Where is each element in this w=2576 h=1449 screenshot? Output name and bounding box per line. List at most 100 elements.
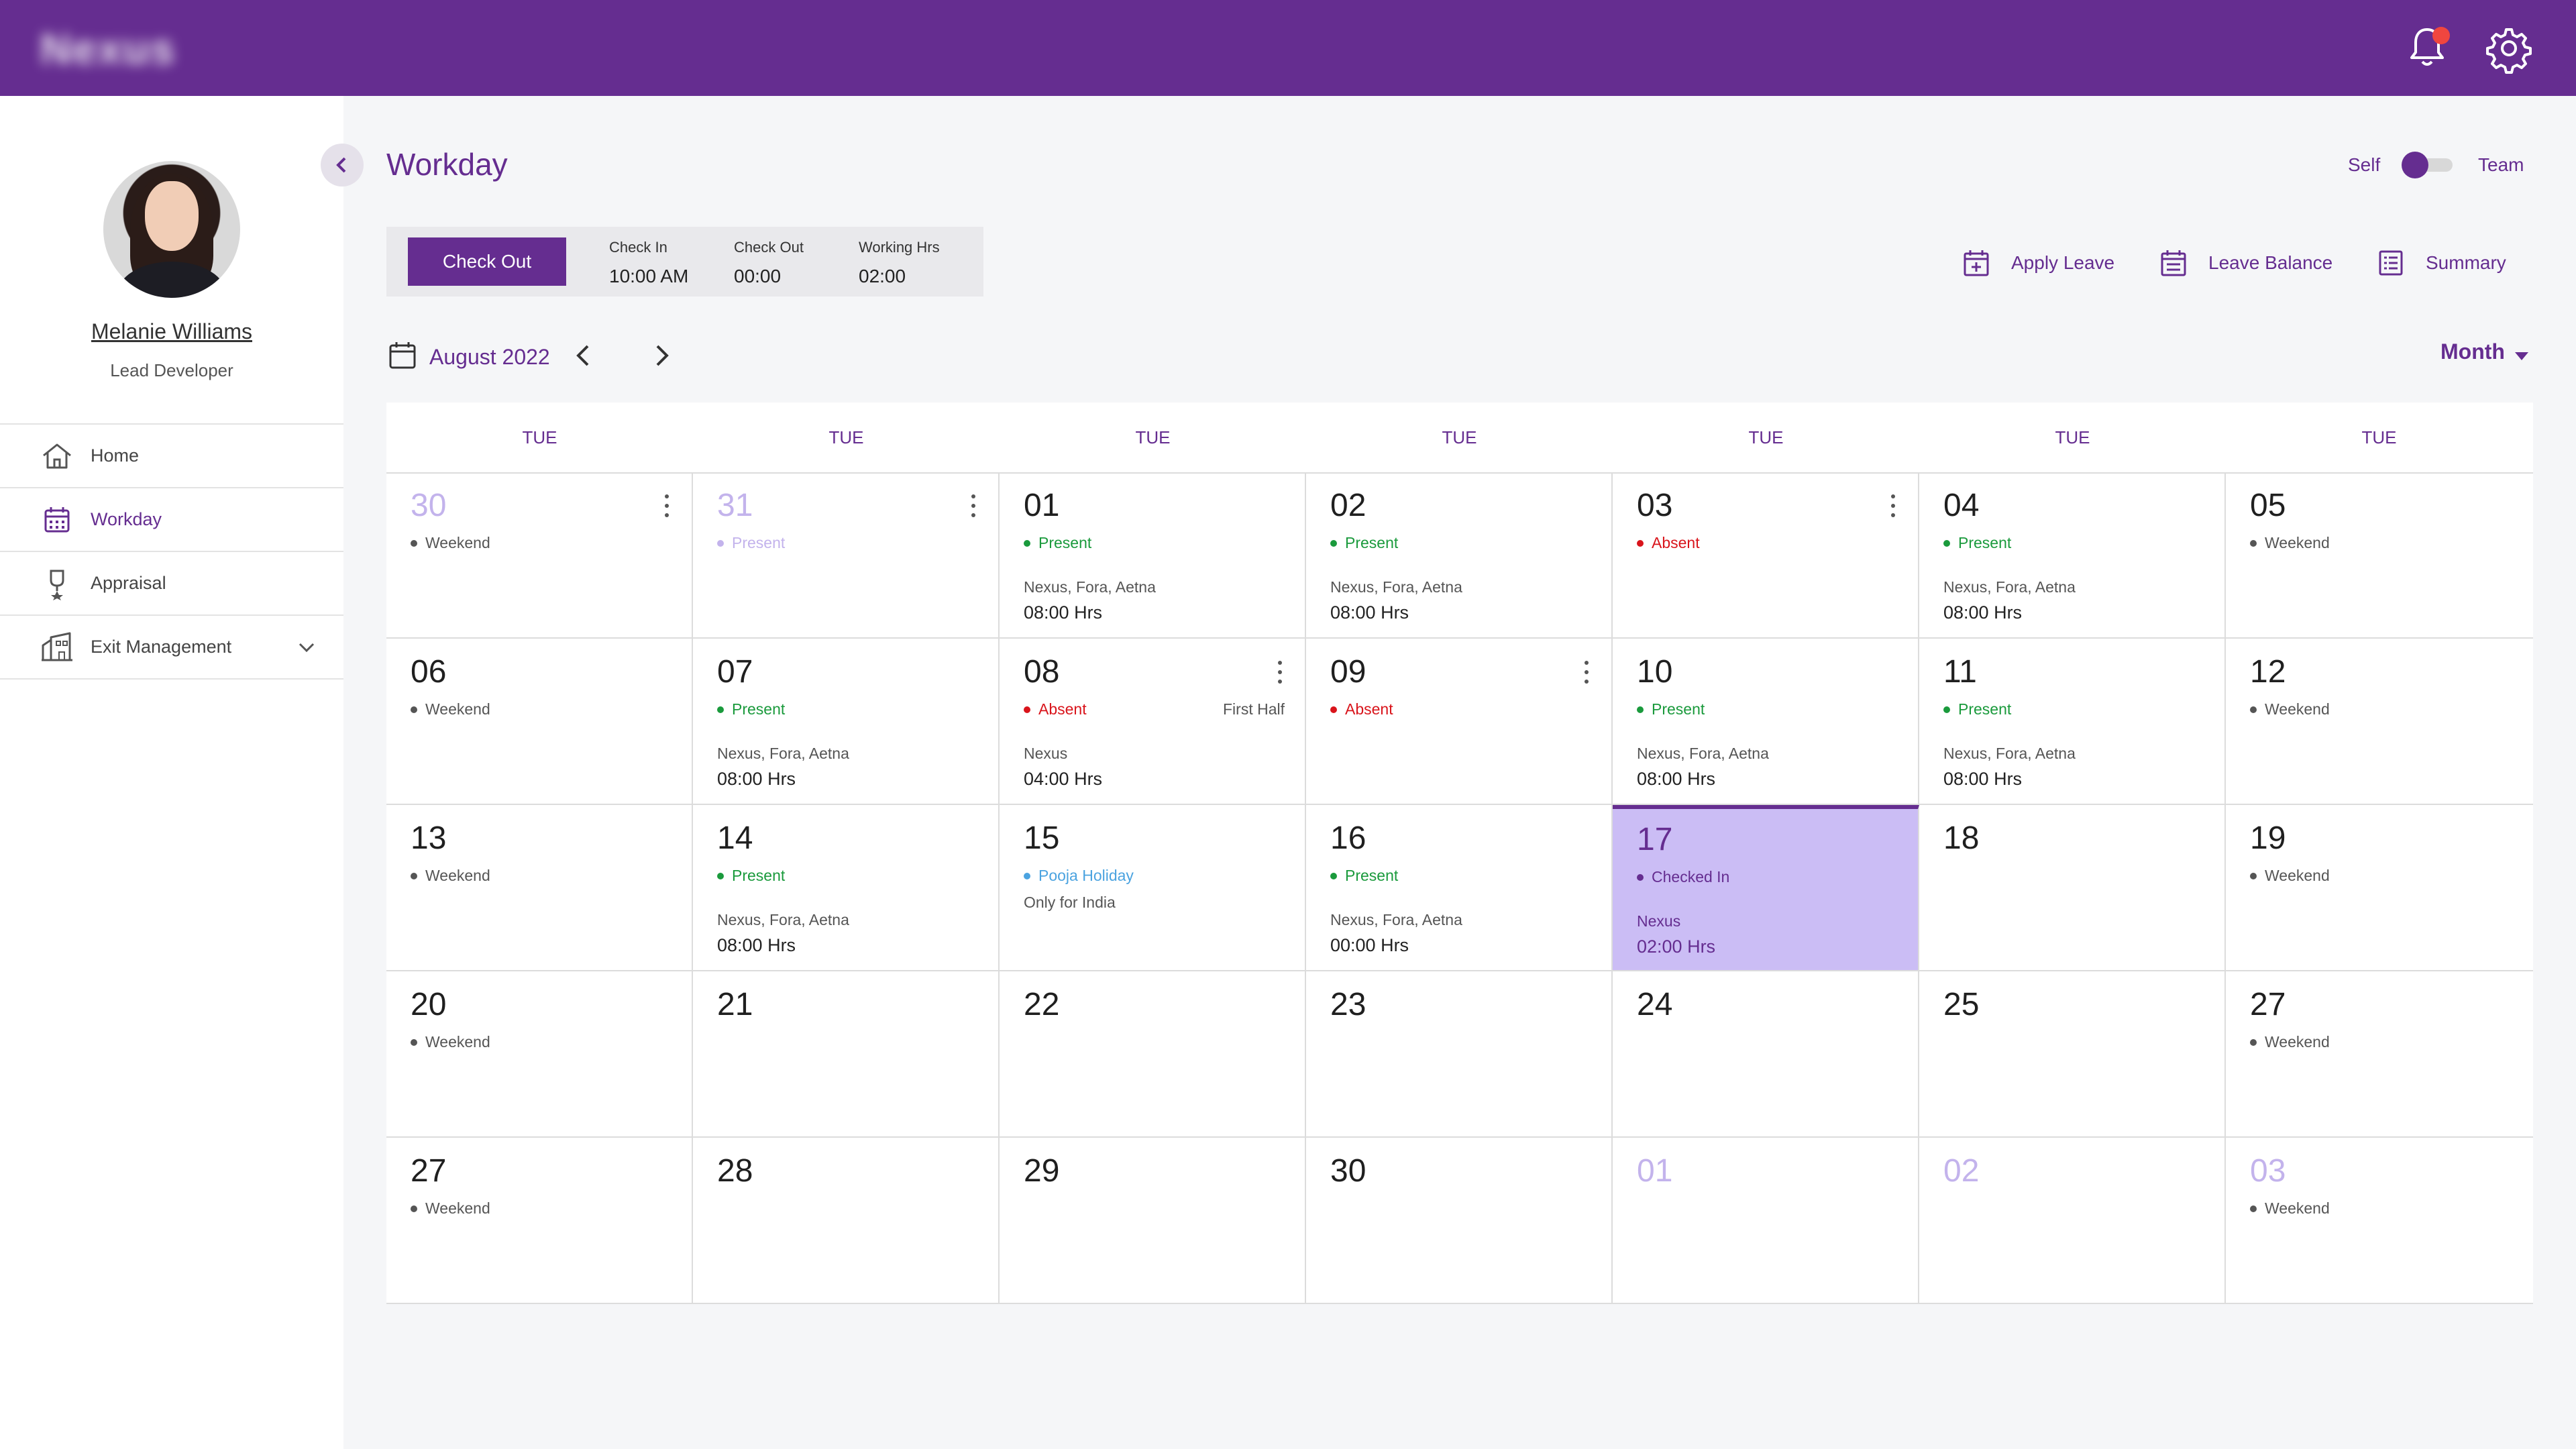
status-text: Weekend — [2265, 534, 2330, 551]
status-dot-icon — [1637, 539, 1644, 547]
toggle-team-label[interactable]: Team — [2478, 154, 2524, 175]
calendar-day-cell[interactable]: 29 — [1000, 1138, 1306, 1304]
more-options-icon[interactable] — [1582, 657, 1591, 687]
sidebar-item-workday[interactable]: Workday — [0, 487, 343, 551]
calendar-day-cell[interactable]: 13 Weekend — [386, 805, 693, 971]
calendar-day-cell[interactable]: 23 — [1306, 971, 1613, 1138]
more-options-icon[interactable] — [1888, 491, 1898, 521]
calendar-day-cell[interactable]: 22 — [1000, 971, 1306, 1138]
day-number: 25 — [1943, 987, 1980, 1022]
check-in-value: 10:00 AM — [609, 266, 689, 286]
calendar-day-cell[interactable]: 24 — [1613, 971, 1919, 1138]
calendar-day-cell[interactable]: 01 — [1613, 1138, 1919, 1304]
day-status: Weekend — [411, 1033, 490, 1051]
day-number: 16 — [1330, 820, 1366, 856]
project-list: Nexus, Fora, Aetna — [1943, 578, 2076, 596]
sidebar-item-exit-management[interactable]: Exit Management — [0, 614, 343, 680]
calendar-day-cell[interactable]: 12 Weekend — [2226, 639, 2533, 805]
project-list: Nexus, Fora, Aetna — [717, 911, 849, 928]
view-select[interactable]: Month — [2440, 339, 2505, 364]
toggle-self-label[interactable]: Self — [2348, 154, 2381, 175]
more-options-icon[interactable] — [969, 491, 978, 521]
leave-balance-button[interactable]: Leave Balance — [2159, 248, 2332, 278]
avatar[interactable] — [103, 161, 240, 298]
working-hours-info: Working Hrs 02:00 — [859, 239, 940, 287]
calendar-day-cell[interactable]: 08 Absent First Half Nexus 04:00 Hrs — [1000, 639, 1306, 805]
user-name[interactable]: Melanie Williams — [91, 319, 253, 343]
calendar-day-cell[interactable]: 27 Weekend — [2226, 971, 2533, 1138]
check-out-value: 00:00 — [734, 266, 782, 286]
working-hours: 04:00 Hrs — [1024, 769, 1103, 789]
calendar-day-cell[interactable]: 06 Weekend — [386, 639, 693, 805]
status-text: Absent — [1652, 534, 1700, 551]
calendar-day-cell[interactable]: 18 — [1919, 805, 2226, 971]
calendar-day-cell[interactable]: 02 — [1919, 1138, 2226, 1304]
calendar-day-cell[interactable]: 16 Present Nexus, Fora, Aetna 00:00 Hrs — [1306, 805, 1613, 971]
calendar-day-cell[interactable]: 14 Present Nexus, Fora, Aetna 08:00 Hrs — [693, 805, 1000, 971]
sidebar-item-appraisal[interactable]: Appraisal — [0, 551, 343, 614]
calendar-day-cell[interactable]: 21 — [693, 971, 1000, 1138]
sidebar-item-home[interactable]: Home — [0, 423, 343, 487]
day-status: Present — [717, 700, 785, 718]
calendar-day-cell[interactable]: 20 Weekend — [386, 971, 693, 1138]
chevron-down-icon[interactable] — [295, 636, 318, 659]
day-number: 21 — [717, 987, 753, 1022]
previous-month-button[interactable] — [570, 341, 597, 370]
self-team-toggle[interactable] — [2402, 152, 2453, 178]
status-dot-icon — [2250, 1038, 2257, 1046]
day-status: Present — [1330, 534, 1398, 552]
day-status: Pooja Holiday — [1024, 867, 1134, 885]
toggle-knob — [2402, 152, 2428, 178]
status-dot-icon — [717, 872, 724, 879]
collapse-sidebar-button[interactable] — [321, 144, 364, 186]
caret-down-icon[interactable] — [2512, 346, 2532, 366]
status-dot-icon — [1637, 873, 1644, 881]
calendar-day-cell[interactable]: 07 Present Nexus, Fora, Aetna 08:00 Hrs — [693, 639, 1000, 805]
day-number: 13 — [411, 820, 447, 856]
weekday-label: TUE — [828, 427, 864, 447]
calendar-day-cell[interactable]: 03 Absent — [1613, 472, 1919, 639]
more-options-icon[interactable] — [1275, 657, 1285, 687]
award-icon — [50, 570, 64, 600]
calendar-day-cell[interactable]: 02 Present Nexus, Fora, Aetna 08:00 Hrs — [1306, 472, 1613, 639]
working-hours-value: 02:00 — [859, 266, 906, 286]
day-status: Checked In — [1637, 868, 1729, 886]
calendar-day-cell[interactable]: 31 Present — [693, 472, 1000, 639]
current-month[interactable]: August 2022 — [429, 345, 550, 369]
day-number: 23 — [1330, 987, 1366, 1022]
calendar-day-cell[interactable]: 30 Weekend — [386, 472, 693, 639]
calendar-day-cell[interactable]: 03 Weekend — [2226, 1138, 2533, 1304]
calendar-day-cell[interactable]: 19 Weekend — [2226, 805, 2533, 971]
summary-button[interactable]: Summary — [2376, 248, 2506, 278]
day-number: 01 — [1024, 488, 1060, 523]
calendar-day-cell[interactable]: 09 Absent — [1306, 639, 1613, 805]
calendar-day-cell[interactable]: 17 Checked In Nexus 02:00 Hrs — [1613, 805, 1919, 971]
calendar-day-cell[interactable]: 28 — [693, 1138, 1000, 1304]
calendar-day-cell[interactable]: 27 Weekend — [386, 1138, 693, 1304]
project-list: Nexus — [1024, 745, 1068, 762]
calendar-day-cell[interactable]: 05 Weekend — [2226, 472, 2533, 639]
calendar-day-cell[interactable]: 15 Pooja Holiday Only for India — [1000, 805, 1306, 971]
calendar-weekday-header: TUE TUE TUE TUE TUE TUE TUE — [386, 402, 2533, 474]
status-dot-icon — [717, 539, 724, 547]
more-options-icon[interactable] — [662, 491, 672, 521]
calendar-day-cell[interactable]: 01 Present Nexus, Fora, Aetna 08:00 Hrs — [1000, 472, 1306, 639]
status-dot-icon — [1024, 539, 1030, 547]
check-out-button[interactable]: Check Out — [408, 237, 566, 286]
notification-dot — [2432, 27, 2450, 44]
day-number: 30 — [1330, 1153, 1366, 1189]
apply-leave-button[interactable]: Apply Leave — [1962, 248, 2114, 278]
day-number: 17 — [1637, 822, 1673, 857]
day-number: 28 — [717, 1153, 753, 1189]
settings-gear-icon[interactable] — [2483, 23, 2534, 74]
calendar-day-cell[interactable]: 25 — [1919, 971, 2226, 1138]
calendar-day-cell[interactable]: 04 Present Nexus, Fora, Aetna 08:00 Hrs — [1919, 472, 2226, 639]
weekday-label: TUE — [1135, 427, 1171, 447]
next-month-button[interactable] — [648, 341, 675, 370]
calendar-day-cell[interactable]: 30 — [1306, 1138, 1613, 1304]
working-hours: 08:00 Hrs — [717, 935, 796, 955]
notification-bell-icon[interactable] — [2402, 23, 2453, 74]
calendar-day-cell[interactable]: 11 Present Nexus, Fora, Aetna 08:00 Hrs — [1919, 639, 2226, 805]
calendar-day-cell[interactable]: 10 Present Nexus, Fora, Aetna 08:00 Hrs — [1613, 639, 1919, 805]
calendar-icon[interactable] — [388, 341, 417, 370]
